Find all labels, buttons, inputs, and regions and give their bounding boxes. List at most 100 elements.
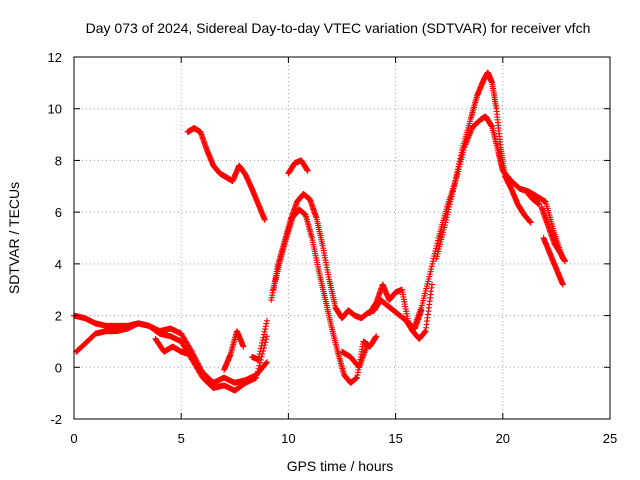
data-point bbox=[255, 356, 262, 363]
series-track-p bbox=[540, 235, 566, 288]
interp-marker bbox=[455, 163, 462, 170]
interp-marker bbox=[434, 237, 441, 244]
interp-marker bbox=[262, 326, 269, 333]
interp-marker bbox=[451, 180, 458, 187]
interp-marker bbox=[256, 350, 263, 357]
interp-marker bbox=[254, 371, 261, 378]
interp-marker bbox=[443, 214, 450, 221]
interp-marker bbox=[260, 331, 267, 338]
interp-marker bbox=[258, 342, 265, 349]
interp-marker bbox=[454, 169, 461, 176]
interp-marker bbox=[428, 266, 435, 273]
y-tick-label: 2 bbox=[55, 309, 62, 324]
interp-marker bbox=[453, 172, 460, 179]
y-tick-label: 4 bbox=[55, 257, 62, 272]
series-track-k bbox=[366, 281, 425, 332]
interp-marker bbox=[255, 365, 262, 372]
interp-marker bbox=[452, 177, 459, 184]
series-track-b bbox=[73, 320, 270, 394]
interp-marker bbox=[444, 209, 451, 216]
series-track-e bbox=[248, 317, 270, 363]
series-track-o bbox=[538, 203, 568, 265]
y-tick-label: 10 bbox=[48, 102, 62, 117]
interp-marker bbox=[254, 368, 261, 375]
data-point bbox=[261, 216, 268, 223]
interp-marker bbox=[259, 339, 266, 346]
series-track-c bbox=[152, 335, 193, 358]
interp-marker bbox=[442, 219, 449, 226]
interp-marker bbox=[257, 348, 264, 355]
interp-marker bbox=[256, 362, 263, 369]
interp-marker bbox=[427, 268, 434, 275]
interp-marker bbox=[446, 201, 453, 208]
interp-marker bbox=[255, 353, 262, 360]
series-track-d bbox=[221, 328, 247, 373]
x-axis-label: GPS time / hours bbox=[287, 458, 394, 474]
y-tick-label: 6 bbox=[55, 205, 62, 220]
interp-marker bbox=[449, 188, 456, 195]
interp-marker bbox=[458, 149, 465, 156]
y-tick-label: 8 bbox=[55, 153, 62, 168]
series-track-i bbox=[285, 157, 311, 177]
interp-marker bbox=[448, 193, 455, 200]
interp-marker bbox=[429, 258, 436, 265]
x-tick-label: 25 bbox=[603, 431, 617, 446]
interp-marker bbox=[456, 160, 463, 167]
data-point bbox=[426, 271, 433, 278]
interp-marker bbox=[259, 337, 266, 344]
series-track-f bbox=[184, 125, 268, 223]
y-tick-label: -2 bbox=[50, 412, 62, 427]
interp-marker bbox=[454, 166, 461, 173]
interp-marker bbox=[260, 334, 267, 341]
x-tick-label: 0 bbox=[70, 431, 77, 446]
data-point bbox=[263, 317, 270, 324]
data-points bbox=[71, 69, 568, 394]
series-track-j bbox=[339, 341, 371, 371]
interp-marker bbox=[444, 211, 451, 218]
data-point bbox=[429, 281, 436, 288]
interp-marker bbox=[445, 206, 452, 213]
interp-marker bbox=[433, 242, 440, 249]
interp-marker bbox=[449, 191, 456, 198]
data-point bbox=[373, 333, 380, 340]
interp-marker bbox=[434, 240, 441, 247]
interp-marker bbox=[456, 158, 463, 165]
interp-marker bbox=[446, 203, 453, 210]
data-point bbox=[263, 359, 270, 366]
interp-marker bbox=[447, 198, 454, 205]
series-track-l bbox=[409, 113, 566, 335]
data-point bbox=[527, 219, 534, 226]
y-axis-label: SDTVAR / TECUs bbox=[6, 182, 22, 294]
interp-marker bbox=[429, 260, 436, 267]
interp-marker bbox=[443, 216, 450, 223]
y-tick-label: 12 bbox=[48, 50, 62, 65]
interp-marker bbox=[457, 152, 464, 159]
interp-marker bbox=[452, 174, 459, 181]
x-tick-label: 5 bbox=[178, 431, 185, 446]
interp-marker bbox=[433, 245, 440, 252]
x-tick-label: 20 bbox=[496, 431, 510, 446]
data-point bbox=[561, 258, 568, 265]
interp-marker bbox=[451, 183, 458, 190]
x-tick-label: 10 bbox=[281, 431, 295, 446]
data-point bbox=[186, 351, 193, 358]
plot-frame bbox=[73, 56, 611, 420]
data-point bbox=[364, 341, 371, 348]
interp-marker bbox=[457, 155, 464, 162]
interp-marker bbox=[257, 345, 264, 352]
data-point bbox=[240, 343, 247, 350]
series-track-m bbox=[433, 69, 534, 262]
data-point bbox=[304, 167, 311, 174]
series-track-n bbox=[523, 188, 543, 208]
interp-marker bbox=[263, 360, 270, 367]
interp-marker bbox=[261, 328, 268, 335]
x-tick-label: 15 bbox=[388, 431, 402, 446]
data-point bbox=[263, 333, 270, 340]
y-tick-label: 0 bbox=[55, 360, 62, 375]
interp-marker bbox=[263, 320, 270, 327]
data-point bbox=[441, 222, 448, 229]
data-point bbox=[253, 374, 260, 381]
interp-marker bbox=[262, 323, 269, 330]
data-point bbox=[559, 281, 566, 288]
